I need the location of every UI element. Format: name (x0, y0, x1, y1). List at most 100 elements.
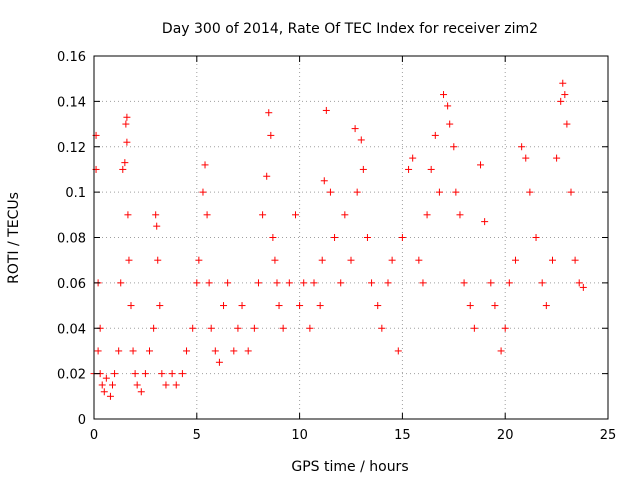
data-point (316, 302, 324, 310)
data-point (452, 188, 460, 196)
data-point (250, 324, 258, 332)
data-point (563, 120, 571, 128)
data-point (150, 324, 158, 332)
data-point (230, 347, 238, 355)
data-point (123, 138, 131, 146)
x-tick-labels: 0 5 10 15 20 25 (90, 428, 616, 443)
chart-title: Day 300 of 2014, Rate Of TEC Index for r… (162, 21, 538, 37)
x-tick-label: 0 (90, 428, 98, 443)
data-point (269, 234, 277, 241)
data-point (234, 324, 242, 332)
data-point (131, 370, 139, 378)
data-points (90, 79, 587, 400)
x-tick-label: 5 (193, 428, 201, 443)
x-tick-label: 10 (291, 428, 308, 443)
x-tick-label: 15 (394, 428, 411, 443)
data-point (100, 388, 108, 396)
data-point (154, 256, 162, 264)
data-point (203, 211, 211, 219)
data-point (398, 234, 406, 241)
data-point (394, 347, 402, 355)
data-point (199, 188, 207, 196)
data-point (378, 324, 386, 332)
data-point (124, 211, 132, 219)
data-point (178, 370, 186, 378)
data-point (300, 279, 308, 287)
data-point (444, 102, 452, 110)
data-point (123, 113, 131, 121)
y-tick-label: 0 (78, 413, 86, 428)
y-axis-label: ROTI / TECUs (6, 192, 22, 284)
data-point (363, 234, 371, 241)
data-point (205, 279, 213, 287)
axis-ticks (93, 55, 609, 420)
data-point (121, 159, 129, 167)
data-point (347, 256, 355, 264)
data-point (291, 211, 299, 219)
data-point (322, 106, 330, 114)
data-point (548, 256, 556, 264)
data-point (423, 211, 431, 219)
data-point (275, 302, 283, 310)
data-point (271, 256, 279, 264)
y-tick-label: 0.06 (57, 277, 86, 292)
data-point (158, 370, 166, 378)
data-point (162, 381, 170, 389)
data-point (106, 392, 114, 400)
data-point (94, 347, 102, 355)
y-tick-label: 0.1 (65, 186, 86, 201)
y-tick-label: 0.02 (57, 368, 86, 383)
data-point (337, 279, 345, 287)
data-point (419, 279, 427, 287)
data-point (183, 347, 191, 355)
data-point (384, 279, 392, 287)
data-point (446, 120, 454, 128)
data-point (538, 279, 546, 287)
x-tick-label: 20 (497, 428, 514, 443)
data-point (211, 347, 219, 355)
data-point (102, 374, 110, 382)
data-point (491, 302, 499, 310)
data-point (207, 324, 215, 332)
data-point (470, 324, 478, 332)
data-point (553, 154, 561, 162)
data-point (146, 347, 154, 355)
data-point (477, 161, 485, 169)
data-point (141, 370, 149, 378)
data-point (575, 279, 583, 287)
y-tick-label: 0.04 (57, 322, 86, 337)
data-point (259, 211, 267, 219)
data-point (318, 256, 326, 264)
data-point (122, 120, 130, 128)
data-point (127, 302, 135, 310)
data-point (285, 279, 293, 287)
data-point (152, 211, 160, 219)
data-point (481, 218, 489, 226)
data-point (109, 381, 117, 389)
data-point (405, 165, 413, 173)
data-point (331, 234, 339, 241)
data-point (368, 279, 376, 287)
grid-lines (94, 56, 608, 419)
data-point (153, 222, 161, 230)
data-point (456, 211, 464, 219)
data-point (265, 109, 273, 117)
x-axis-label: GPS time / hours (291, 459, 408, 475)
data-point (238, 302, 246, 310)
data-point (460, 279, 468, 287)
data-point (133, 381, 141, 389)
data-point (351, 125, 359, 133)
data-point (193, 279, 201, 287)
data-point (435, 188, 443, 196)
data-point (244, 347, 252, 355)
y-tick-label: 0.12 (57, 141, 86, 156)
data-point (111, 370, 119, 378)
y-tick-label: 0.14 (57, 95, 86, 110)
data-point (440, 91, 448, 99)
data-point (267, 131, 275, 139)
data-point (532, 234, 540, 241)
data-point (224, 279, 232, 287)
data-point (254, 279, 262, 287)
data-point (567, 188, 575, 196)
